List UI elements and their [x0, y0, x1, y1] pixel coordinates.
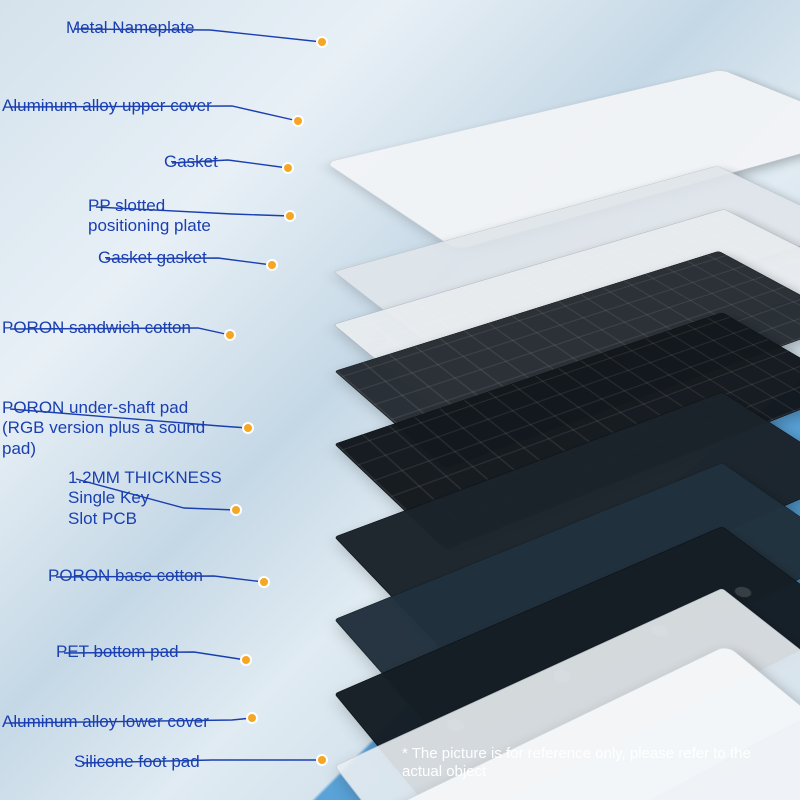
disclaimer-text: * The picture is for reference only, ple… [402, 745, 782, 783]
exploded-layers [0, 0, 800, 800]
